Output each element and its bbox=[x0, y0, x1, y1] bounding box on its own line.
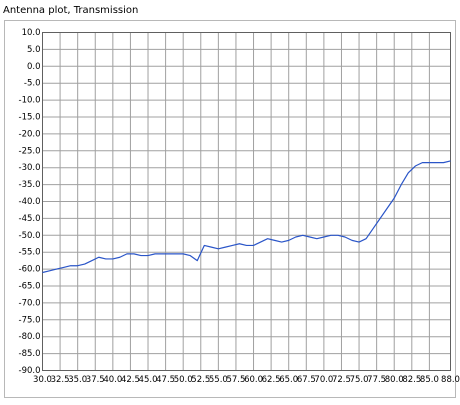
y-tick-label: -15.0 bbox=[19, 113, 41, 123]
x-tick-label: 85.0 bbox=[420, 375, 439, 385]
y-tick-label: -30.0 bbox=[19, 163, 41, 173]
data-line bbox=[42, 160, 451, 274]
x-tick-label: 32.5 bbox=[51, 375, 70, 385]
chart-title: Antenna plot, Transmission bbox=[3, 5, 138, 16]
x-tick-label: 62.5 bbox=[262, 375, 281, 385]
x-tick-label: 88.0 bbox=[441, 375, 460, 385]
x-tick-label: 52.5 bbox=[191, 375, 210, 385]
y-tick-label: -90.0 bbox=[19, 366, 41, 376]
y-tick-label: -70.0 bbox=[19, 298, 41, 308]
x-tick-label: 37.5 bbox=[86, 375, 105, 385]
x-tick-label: 75.0 bbox=[350, 375, 369, 385]
x-tick-label: 45.0 bbox=[139, 375, 158, 385]
x-tick-label: 42.5 bbox=[121, 375, 140, 385]
x-tick-label: 40.0 bbox=[103, 375, 122, 385]
y-tick-label: -50.0 bbox=[19, 231, 41, 241]
x-tick-label: 70.0 bbox=[314, 375, 333, 385]
y-tick-label: 0.0 bbox=[27, 62, 41, 72]
y-tick-label: -35.0 bbox=[19, 180, 41, 190]
x-tick-label: 82.5 bbox=[402, 375, 421, 385]
y-tick-label: -65.0 bbox=[19, 282, 41, 292]
y-tick-label: -10.0 bbox=[19, 96, 41, 106]
x-tick-label: 77.5 bbox=[367, 375, 386, 385]
y-tick-label: 10.0 bbox=[22, 28, 41, 38]
x-tick-label: 55.0 bbox=[209, 375, 228, 385]
x-tick-label: 50.0 bbox=[174, 375, 193, 385]
x-tick-label: 80.0 bbox=[385, 375, 404, 385]
x-tick-label: 65.0 bbox=[279, 375, 298, 385]
y-tick-label: -20.0 bbox=[19, 129, 41, 139]
plot-frame bbox=[42, 32, 451, 371]
y-tick-label: -55.0 bbox=[19, 248, 41, 258]
x-tick-label: 47.5 bbox=[156, 375, 175, 385]
y-tick-label: -75.0 bbox=[19, 315, 41, 325]
x-tick-label: 35.0 bbox=[68, 375, 87, 385]
y-tick-label: -60.0 bbox=[19, 265, 41, 275]
y-tick-label: -40.0 bbox=[19, 197, 41, 207]
x-tick-label: 72.5 bbox=[332, 375, 351, 385]
x-tick-label: 30.0 bbox=[33, 375, 52, 385]
x-tick-label: 60.0 bbox=[244, 375, 263, 385]
y-tick-label: -85.0 bbox=[19, 349, 41, 359]
y-tick-label: -25.0 bbox=[19, 146, 41, 156]
x-tick-label: 67.5 bbox=[297, 375, 316, 385]
y-tick-label: -5.0 bbox=[24, 79, 41, 89]
y-tick-label: -45.0 bbox=[19, 214, 41, 224]
x-tick-label: 57.5 bbox=[226, 375, 245, 385]
y-tick-label: 5.0 bbox=[27, 45, 41, 55]
y-tick-label: -80.0 bbox=[19, 332, 41, 342]
